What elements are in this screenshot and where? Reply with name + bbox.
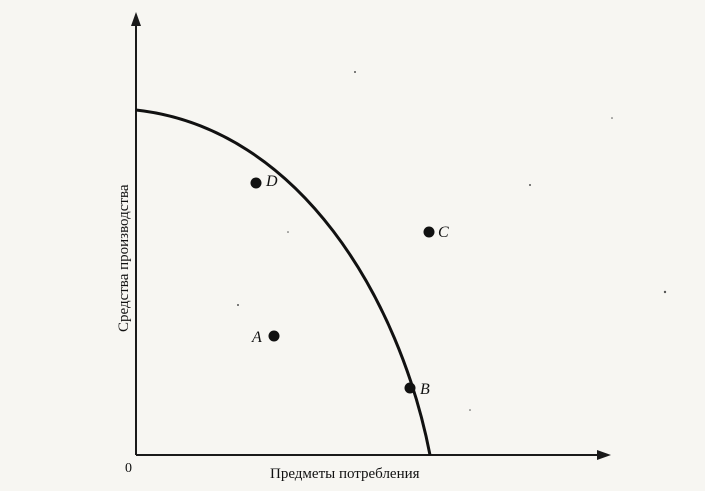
point-a-marker (268, 330, 280, 342)
x-axis-title: Предметы потребления (270, 466, 420, 482)
point-d: D (250, 173, 278, 190)
y-axis-arrowhead (131, 12, 141, 26)
point-d-marker (250, 177, 262, 189)
point-c-label: C (438, 224, 449, 241)
x-axis-arrowhead (597, 450, 611, 460)
point-c: C (423, 224, 449, 241)
point-b-label: B (420, 381, 430, 398)
point-c-marker (423, 226, 435, 238)
point-a-label: A (251, 329, 262, 346)
point-a: A (251, 329, 280, 346)
paper-specks (237, 71, 667, 411)
point-b-marker (404, 382, 416, 394)
production-possibilities-curve (135, 108, 432, 456)
point-d-label: D (265, 173, 278, 190)
y-axis-title: Средства производства (116, 184, 132, 332)
point-b: B (404, 381, 430, 398)
origin-label: 0 (125, 461, 132, 476)
axes (131, 12, 611, 460)
